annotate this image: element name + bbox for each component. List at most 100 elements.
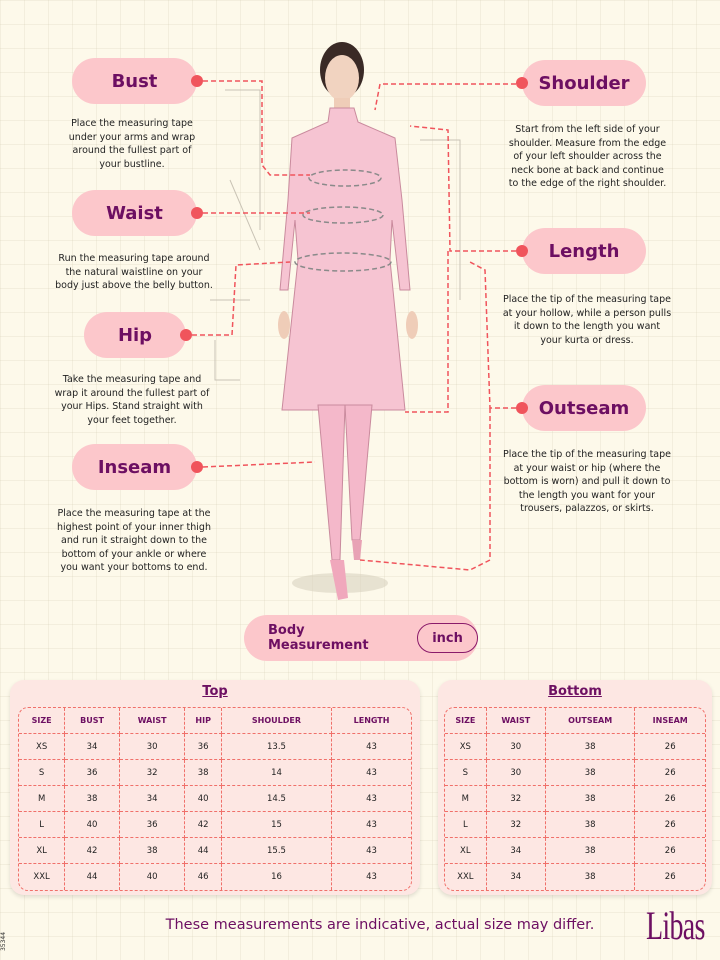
table-cell: 42 bbox=[185, 812, 222, 838]
table-row: XXL 34 38 26 bbox=[445, 864, 705, 890]
bust-description: Place the measuring tape under your arms… bbox=[68, 118, 196, 170]
bottom-table-title: Bottom bbox=[548, 684, 602, 699]
table-cell: 26 bbox=[635, 786, 705, 812]
table-cell: 36 bbox=[185, 734, 222, 760]
table-row: XL 34 38 26 bbox=[445, 838, 705, 864]
column-header: WAIST bbox=[119, 708, 186, 734]
body-measurement-toggle: Body Measurement inch bbox=[244, 615, 478, 661]
outseam-description: Place the tip of the measuring tape at y… bbox=[502, 449, 672, 514]
table-cell: L bbox=[445, 812, 487, 838]
table-cell: 40 bbox=[65, 812, 120, 838]
table-cell: 43 bbox=[332, 786, 411, 812]
table-cell: 43 bbox=[332, 734, 411, 760]
table-cell: 38 bbox=[546, 864, 636, 890]
column-header: INSEAM bbox=[635, 708, 705, 734]
table-cell: 26 bbox=[635, 838, 705, 864]
connector-dot bbox=[516, 77, 528, 89]
brand-logo: Libas bbox=[646, 903, 705, 948]
table-cell: 13.5 bbox=[221, 734, 333, 760]
product-code: 35344 bbox=[0, 931, 8, 952]
table-row: S 30 38 26 bbox=[445, 760, 705, 786]
table-cell: 26 bbox=[635, 812, 705, 838]
column-header: HIP bbox=[185, 708, 222, 734]
table-row: XL 42 38 44 15.5 43 bbox=[19, 838, 411, 864]
table-cell: M bbox=[445, 786, 487, 812]
table-row: XS 34 30 36 13.5 43 bbox=[19, 734, 411, 760]
table-cell: 38 bbox=[545, 812, 636, 838]
column-header: LENGTH bbox=[332, 708, 411, 734]
hip-label-text: Hip bbox=[117, 324, 153, 346]
table-cell: 26 bbox=[635, 734, 705, 760]
table-cell: 32 bbox=[486, 812, 546, 838]
waist-label-text: Waist bbox=[106, 202, 163, 224]
table-cell: 38 bbox=[545, 786, 636, 812]
inseam-label: Inseam bbox=[72, 444, 203, 490]
table-cell: 38 bbox=[545, 838, 636, 864]
table-cell: 40 bbox=[185, 786, 222, 812]
body-measurement-label: Body Measurement bbox=[268, 623, 369, 653]
table-row: L 32 38 26 bbox=[445, 812, 705, 838]
table-cell: 36 bbox=[119, 812, 186, 838]
table-row: M 38 34 40 14.5 43 bbox=[19, 786, 411, 812]
table-cell: S bbox=[19, 760, 66, 786]
table-cell: 38 bbox=[119, 838, 186, 864]
outseam-label-text: Outseam bbox=[538, 397, 630, 419]
table-row: L 40 36 42 15 43 bbox=[19, 812, 411, 838]
table-cell: 38 bbox=[545, 760, 636, 786]
table-cell: 36 bbox=[65, 760, 120, 786]
shoulder-label: Shoulder bbox=[516, 60, 646, 106]
table-cell: 38 bbox=[545, 734, 636, 760]
table-cell: 43 bbox=[332, 838, 411, 864]
table-row: M 32 38 26 bbox=[445, 786, 705, 812]
table-cell: L bbox=[19, 812, 66, 838]
connector-dot bbox=[191, 75, 203, 87]
table-cell: 14 bbox=[221, 760, 333, 786]
table-cell: 15.5 bbox=[221, 838, 333, 864]
connector-dot bbox=[516, 245, 528, 257]
inseam-label-text: Inseam bbox=[97, 456, 172, 478]
table-cell: 26 bbox=[664, 872, 676, 882]
table-cell: XL bbox=[19, 838, 66, 864]
bottom-size-card: Bottom SIZE WAIST OUTSEAM INSEAM XS 30 38 26 S 30… bbox=[438, 680, 712, 895]
table-cell: 44 bbox=[185, 838, 222, 864]
column-header: BUST bbox=[65, 708, 120, 734]
table-cell: XS bbox=[445, 734, 487, 760]
table-cell: 42 bbox=[65, 838, 120, 864]
table-cell: 15 bbox=[221, 812, 333, 838]
hip-label: Hip bbox=[84, 312, 192, 358]
top-size-card: Top SIZE BUST WAIST HIP SHOULDER LENGTH XS 34 30… bbox=[10, 680, 420, 895]
top-size-table: SIZE BUST WAIST HIP SHOULDER LENGTH XS 34 30 36 13… bbox=[18, 707, 412, 891]
column-header: SIZE bbox=[19, 708, 66, 734]
table-cell: 32 bbox=[486, 786, 546, 812]
bust-label-text: Bust bbox=[111, 70, 158, 92]
connector-dot bbox=[191, 207, 203, 219]
disclaimer-note: These measurements are indicative, actua… bbox=[165, 917, 595, 933]
connector-dot bbox=[191, 461, 203, 473]
table-cell: XS bbox=[19, 734, 66, 760]
table-cell: 44 bbox=[65, 864, 120, 890]
table-row: S 36 32 38 14 43 bbox=[19, 760, 411, 786]
table-row: XS 30 38 26 bbox=[445, 734, 705, 760]
column-header: SIZE bbox=[445, 708, 487, 734]
inseam-description: Place the measuring tape at the highest … bbox=[57, 508, 211, 573]
bottom-size-table: SIZE WAIST OUTSEAM INSEAM XS 30 38 26 S 30 38 26 M 32… bbox=[444, 707, 706, 891]
length-label: Length bbox=[516, 228, 646, 274]
column-header: WAIST bbox=[486, 708, 546, 734]
table-cell: 38 bbox=[65, 786, 120, 812]
waist-label: Waist bbox=[72, 190, 203, 236]
table-cell: XL bbox=[445, 838, 487, 864]
unit-button[interactable]: inch bbox=[417, 623, 478, 653]
table-cell: 16 bbox=[222, 864, 333, 890]
table-cell: 38 bbox=[185, 760, 222, 786]
bust-label: Bust bbox=[72, 58, 203, 104]
table-cell: 32 bbox=[119, 760, 186, 786]
table-cell: XXL bbox=[19, 864, 66, 890]
top-table-title: Top bbox=[202, 684, 228, 699]
connector-dot bbox=[516, 402, 528, 414]
table-cell: XXL bbox=[445, 864, 487, 890]
table-cell: 43 bbox=[332, 812, 411, 838]
hip-description: Take the measuring tape and wrap it arou… bbox=[54, 374, 210, 426]
table-row: XXL 44 40 46 16 43 bbox=[19, 864, 411, 890]
table-cell: M bbox=[19, 786, 66, 812]
table-cell: 46 bbox=[185, 864, 222, 890]
